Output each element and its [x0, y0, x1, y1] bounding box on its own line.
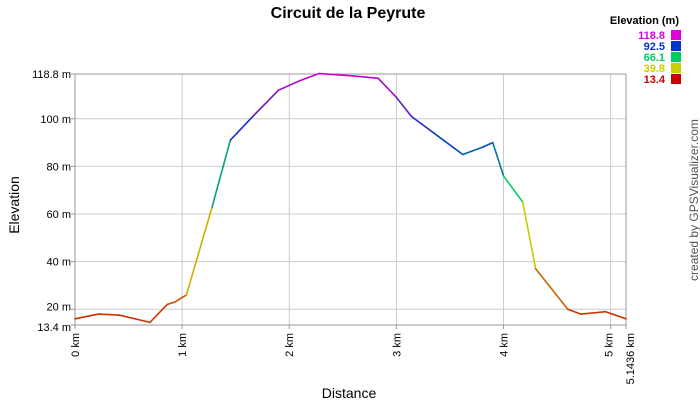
x-tick-label: 5.1436 km — [625, 333, 637, 384]
profile-segment — [566, 308, 582, 315]
x-tick-label: 2 km — [284, 333, 296, 357]
profile-segment — [229, 115, 254, 142]
profile-segment — [352, 75, 379, 80]
y-tick-label: 13.4 m — [37, 322, 71, 334]
legend-swatch — [671, 41, 681, 51]
profile-segment — [521, 201, 537, 270]
profile-segment — [318, 72, 355, 77]
x-tick-label: 4 km — [498, 333, 510, 357]
plot-frame — [74, 73, 627, 326]
y-tick-label: 20 m — [47, 301, 71, 313]
legend-swatch — [671, 52, 681, 62]
y-tick-label: 80 m — [47, 161, 71, 173]
profile-segment — [97, 313, 121, 317]
elevation-profile — [74, 72, 627, 324]
legend-entry-label: 66.1 — [644, 52, 665, 64]
profile-segment — [604, 310, 627, 320]
x-axis-label: Distance — [322, 385, 377, 400]
y-tick-label: 60 m — [47, 209, 71, 221]
profile-segment — [410, 115, 435, 134]
profile-segment — [277, 79, 301, 91]
profile-segment — [74, 313, 100, 320]
legend-swatch — [671, 74, 681, 84]
grid — [74, 73, 627, 326]
legend-entry-label: 118.8 — [638, 30, 665, 42]
x-tick-label: 1 km — [177, 333, 189, 357]
profile-segment — [481, 141, 494, 149]
credit-text: created by GPSVisualizer.com — [687, 119, 700, 281]
legend-entry-label: 39.8 — [644, 63, 665, 75]
profile-segment — [252, 89, 280, 118]
legend-swatch — [671, 63, 681, 73]
x-tick-label: 5 km — [604, 333, 616, 357]
profile-segment — [593, 310, 607, 314]
legend-entry-label: 13.4 — [644, 74, 666, 86]
profile-segment — [299, 72, 321, 82]
profile-segment — [534, 267, 569, 311]
profile-segment — [491, 141, 505, 177]
x-tick-label: 0 km — [70, 333, 82, 357]
profile-segment — [461, 146, 483, 156]
y-tick-label: 40 m — [47, 257, 71, 269]
profile-segment — [395, 96, 413, 118]
profile-segment — [185, 206, 213, 296]
y-tick-label: 100 m — [40, 114, 71, 126]
chart-title: Circuit de la Peyrute — [271, 5, 426, 22]
profile-segment — [173, 294, 188, 303]
legend-swatch — [671, 30, 681, 40]
profile-segment — [433, 132, 464, 156]
profile-segment — [119, 314, 151, 324]
y-tick-label: 118.8 m — [32, 69, 71, 81]
profile-segment — [377, 77, 398, 99]
legend-title: Elevation (m) — [610, 15, 679, 27]
x-tick-label: 3 km — [391, 333, 403, 357]
legend: 118.892.566.139.813.4 — [638, 30, 681, 86]
profile-segment — [211, 139, 232, 208]
legend-entry-label: 92.5 — [644, 41, 665, 53]
profile-segment — [166, 301, 176, 306]
profile-segment — [579, 312, 596, 315]
profile-segment — [502, 175, 524, 203]
y-axis-label: Elevation — [6, 176, 22, 234]
profile-segment — [149, 303, 168, 324]
